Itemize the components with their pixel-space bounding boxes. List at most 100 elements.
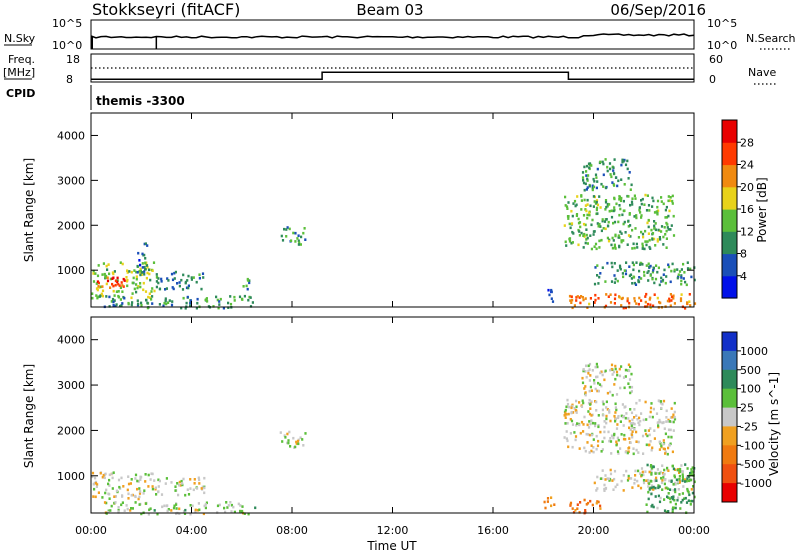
data-cell <box>690 473 693 477</box>
data-cell <box>569 418 572 421</box>
data-cell <box>135 290 138 294</box>
data-cell <box>140 301 143 305</box>
data-cell <box>672 234 676 237</box>
data-cell <box>680 279 683 283</box>
data-cell <box>153 479 156 482</box>
data-cell <box>592 233 595 236</box>
data-cell <box>181 288 185 291</box>
data-cell <box>586 179 589 182</box>
data-cell <box>586 213 589 217</box>
data-cell <box>614 402 617 406</box>
data-cell <box>568 294 572 298</box>
data-cell <box>575 296 578 299</box>
data-cell <box>111 282 114 286</box>
data-cell <box>668 497 672 500</box>
data-cell <box>621 160 624 164</box>
data-cell <box>584 204 587 207</box>
data-cell <box>684 463 687 466</box>
data-cell <box>600 182 603 186</box>
data-cell <box>592 446 595 449</box>
data-cell <box>657 228 660 232</box>
data-cell <box>585 164 589 168</box>
data-cell <box>215 295 218 299</box>
data-cell <box>173 277 176 280</box>
data-cell <box>660 196 663 199</box>
data-cell <box>182 273 185 277</box>
data-cell <box>127 301 130 305</box>
data-cell <box>138 503 141 506</box>
data-cell <box>606 204 609 208</box>
data-cell <box>132 276 135 280</box>
data-cell <box>618 264 622 268</box>
data-cell <box>660 406 663 410</box>
data-cell <box>648 470 651 474</box>
data-cell <box>187 286 190 290</box>
data-cell <box>114 279 117 283</box>
data-cell <box>586 186 589 189</box>
data-cell <box>154 487 157 491</box>
data-cell <box>581 176 585 179</box>
data-cell <box>628 369 631 373</box>
data-cell <box>663 498 666 501</box>
data-cell <box>94 272 97 275</box>
data-cell <box>656 205 659 209</box>
data-cell <box>678 474 681 478</box>
data-cell <box>229 501 232 504</box>
data-cell <box>624 375 627 378</box>
data-cell <box>578 423 581 427</box>
data-cell <box>297 239 300 243</box>
data-cell <box>153 509 156 512</box>
y-tick-label: 2000 <box>57 424 85 437</box>
data-cell <box>670 496 673 499</box>
data-cell <box>659 238 662 241</box>
data-cell <box>127 492 130 496</box>
data-cell <box>680 501 683 504</box>
data-cell <box>121 290 124 293</box>
data-cell <box>602 402 605 406</box>
data-cell <box>571 230 574 234</box>
data-cell <box>658 236 661 239</box>
data-cell <box>624 405 627 408</box>
data-cell <box>667 435 670 439</box>
data-cell <box>578 234 581 237</box>
data-cell <box>608 479 611 482</box>
data-cell <box>227 504 230 507</box>
data-cell <box>643 274 646 277</box>
data-cell <box>564 204 567 207</box>
data-cell <box>139 285 142 289</box>
data-cell <box>622 415 625 419</box>
data-cell <box>144 268 147 271</box>
data-cell <box>105 276 108 279</box>
data-cell <box>110 300 113 303</box>
data-cell <box>134 501 137 504</box>
data-cell <box>596 222 599 225</box>
data-cell <box>653 227 656 230</box>
data-cell <box>156 512 159 516</box>
data-cell <box>626 451 629 455</box>
freq-trace <box>91 71 694 80</box>
data-cell <box>666 452 669 456</box>
data-cell <box>588 379 591 382</box>
data-cell <box>584 370 587 373</box>
data-cell <box>579 501 582 504</box>
data-cell <box>122 277 125 281</box>
colorbar-segment <box>722 120 737 143</box>
data-cell <box>647 262 650 266</box>
data-cell <box>684 480 687 483</box>
velocity-colorbar-label-text: Velocity [m s^-1] <box>767 372 781 476</box>
data-cell <box>201 272 205 275</box>
data-cell <box>658 448 661 451</box>
data-cell <box>232 505 235 509</box>
data-cell <box>614 419 617 423</box>
data-cell <box>247 298 250 302</box>
data-cell <box>598 246 601 249</box>
data-cell <box>570 295 573 298</box>
data-cell <box>178 284 181 288</box>
data-cell <box>604 280 607 283</box>
data-cell <box>615 370 619 374</box>
data-cell <box>146 244 149 247</box>
data-cell <box>93 487 96 491</box>
data-cell <box>135 277 138 281</box>
data-cell <box>628 301 631 305</box>
data-cell <box>637 236 640 239</box>
